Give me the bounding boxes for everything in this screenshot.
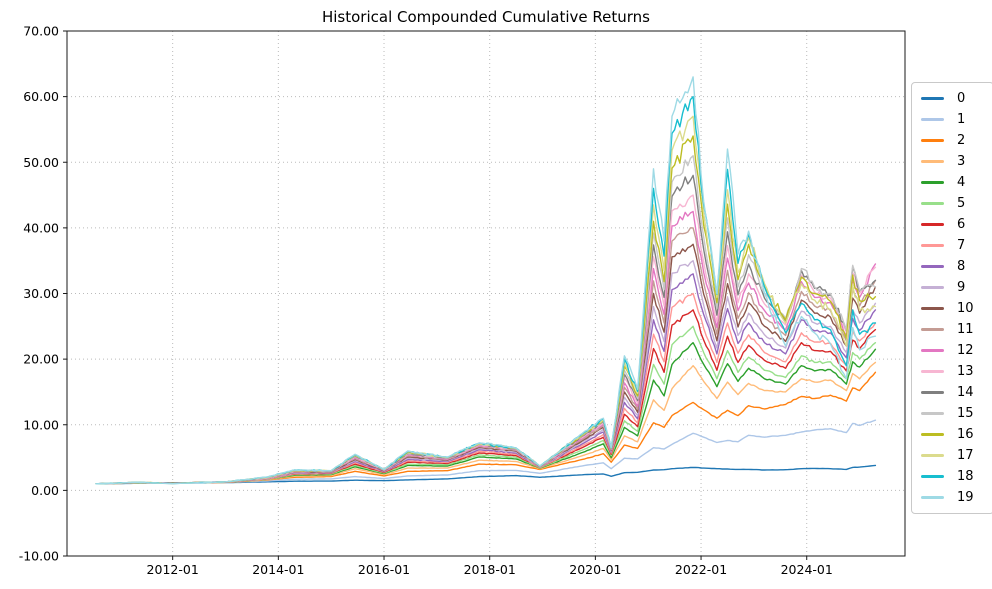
legend-label: 16	[957, 427, 974, 442]
legend-swatch	[921, 202, 944, 205]
series-line-15	[95, 155, 877, 485]
legend-item: 19	[921, 487, 987, 508]
legend-swatch	[921, 412, 944, 415]
legend-item: 1	[921, 109, 987, 130]
series-line-14	[95, 174, 877, 485]
legend-item: 2	[921, 130, 987, 151]
legend-swatch	[921, 328, 944, 331]
legend-label: 5	[957, 196, 966, 211]
legend-swatch	[921, 181, 944, 184]
legend-swatch	[921, 391, 944, 394]
legend-item: 14	[921, 382, 987, 403]
x-tick-label: 2016-01	[358, 562, 410, 577]
legend-label: 7	[957, 238, 966, 253]
legend-swatch	[921, 454, 944, 457]
series-line-0	[95, 464, 877, 485]
legend-label: 4	[957, 175, 966, 190]
legend-item: 11	[921, 319, 987, 340]
legend-item: 17	[921, 445, 987, 466]
legend-swatch	[921, 307, 944, 310]
legend-swatch	[921, 286, 944, 289]
series-line-19	[95, 76, 877, 485]
legend-label: 13	[957, 364, 974, 379]
legend-label: 6	[957, 217, 966, 232]
x-tick-label: 2018-01	[464, 562, 516, 577]
legend-label: 14	[957, 385, 974, 400]
y-tick-label: 10.00	[23, 417, 59, 432]
legend-label: 19	[957, 490, 974, 505]
legend-swatch	[921, 139, 944, 142]
legend-swatch	[921, 433, 944, 436]
legend-label: 11	[957, 322, 974, 337]
legend-label: 2	[957, 133, 966, 148]
legend-item: 12	[921, 340, 987, 361]
legend-label: 1	[957, 112, 966, 127]
legend-swatch	[921, 97, 944, 100]
legend-item: 0	[921, 88, 987, 109]
y-tick-label: 50.00	[23, 155, 59, 170]
legend-item: 5	[921, 193, 987, 214]
y-tick-label: 30.00	[23, 286, 59, 301]
legend-item: 16	[921, 424, 987, 445]
chart-title: Historical Compounded Cumulative Returns	[321, 8, 650, 26]
legend-item: 13	[921, 361, 987, 382]
legend-item: 6	[921, 214, 987, 235]
legend-label: 3	[957, 154, 966, 169]
legend-label: 17	[957, 448, 974, 463]
legend-item: 15	[921, 403, 987, 424]
legend-swatch	[921, 160, 944, 163]
legend-swatch	[921, 265, 944, 268]
legend-label: 0	[957, 91, 966, 106]
legend-swatch	[921, 475, 944, 478]
legend-swatch	[921, 244, 944, 247]
y-tick-label: -10.00	[19, 549, 59, 564]
legend-label: 15	[957, 406, 974, 421]
legend-swatch	[921, 349, 944, 352]
x-tick-label: 2022-01	[675, 562, 727, 577]
y-tick-label: 70.00	[23, 24, 59, 39]
legend-label: 18	[957, 469, 974, 484]
y-tick-label: 20.00	[23, 352, 59, 367]
legend-item: 8	[921, 256, 987, 277]
legend-item: 7	[921, 235, 987, 256]
x-tick-label: 2024-01	[781, 562, 833, 577]
legend-label: 8	[957, 259, 966, 274]
x-tick-label: 2012-01	[147, 562, 199, 577]
legend-swatch	[921, 223, 944, 226]
legend-item: 10	[921, 298, 987, 319]
legend: 0 1 2 3 4 5 6 7 8 9 10 11 12 13 14 15 16 17 18 19	[911, 82, 992, 514]
legend-label: 10	[957, 301, 974, 316]
legend-swatch	[921, 496, 944, 499]
legend-swatch	[921, 118, 944, 121]
y-tick-label: 0.00	[31, 483, 59, 498]
y-tick-label: 40.00	[23, 220, 59, 235]
legend-swatch	[921, 370, 944, 373]
x-tick-label: 2014-01	[252, 562, 304, 577]
series-line-3	[95, 361, 877, 485]
x-tick-label: 2020-01	[569, 562, 621, 577]
legend-item: 9	[921, 277, 987, 298]
legend-item: 4	[921, 172, 987, 193]
series-line-13	[95, 194, 877, 485]
series-line-12	[95, 210, 877, 485]
y-tick-label: 60.00	[23, 89, 59, 104]
legend-label: 12	[957, 343, 974, 358]
legend-item: 3	[921, 151, 987, 172]
legend-label: 9	[957, 280, 966, 295]
legend-item: 18	[921, 466, 987, 487]
